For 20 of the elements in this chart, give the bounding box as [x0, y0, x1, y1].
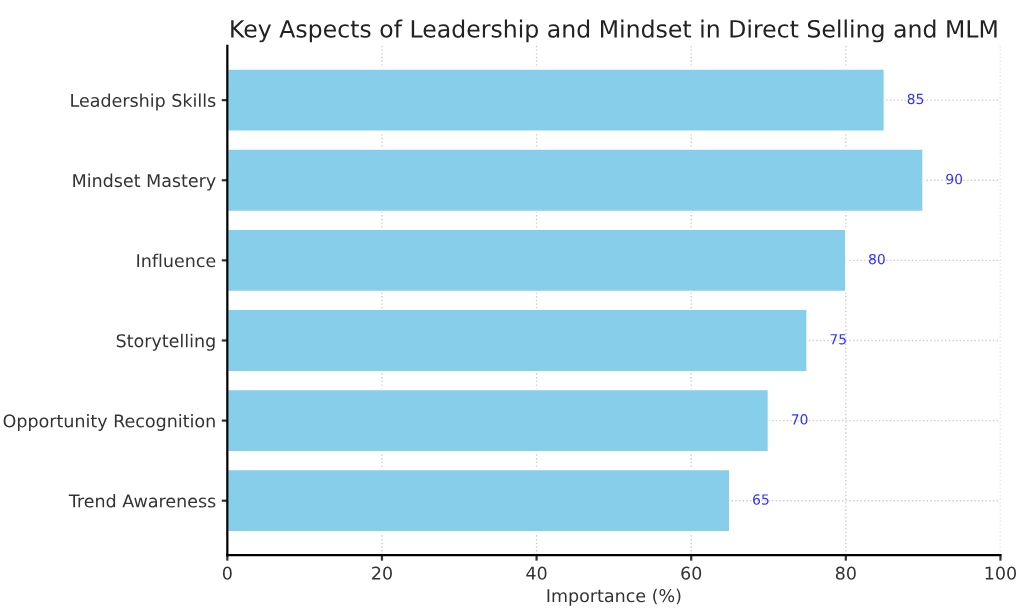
y-tick-label: Trend Awareness — [68, 494, 216, 508]
y-tick-label: Storytelling — [116, 333, 215, 351]
bar — [227, 68, 886, 133]
x-tick-label: 0 — [222, 566, 232, 580]
x-tick-label: 60 — [681, 566, 702, 580]
bar — [227, 308, 809, 373]
y-tick-label: Leadership Skills — [71, 93, 216, 111]
x-tick-label: 80 — [835, 566, 856, 580]
x-tick-label: 100 — [985, 566, 1016, 580]
bar — [227, 228, 847, 293]
x-tick-label: 20 — [372, 566, 392, 580]
chart-title: Key Aspects of Leadership and Mindset in Direct Selling and MLM — [231, 19, 997, 43]
bar — [227, 148, 924, 213]
y-tick-label: Influence — [137, 253, 216, 268]
bar — [227, 388, 770, 453]
y-tick-label: Mindset Mastery — [73, 173, 216, 191]
x-axis-title: Importance (%) — [547, 588, 681, 606]
x-tick-label: 40 — [526, 566, 547, 580]
bar — [227, 468, 731, 533]
y-tick-label: Opportunity Recognition — [3, 413, 215, 431]
